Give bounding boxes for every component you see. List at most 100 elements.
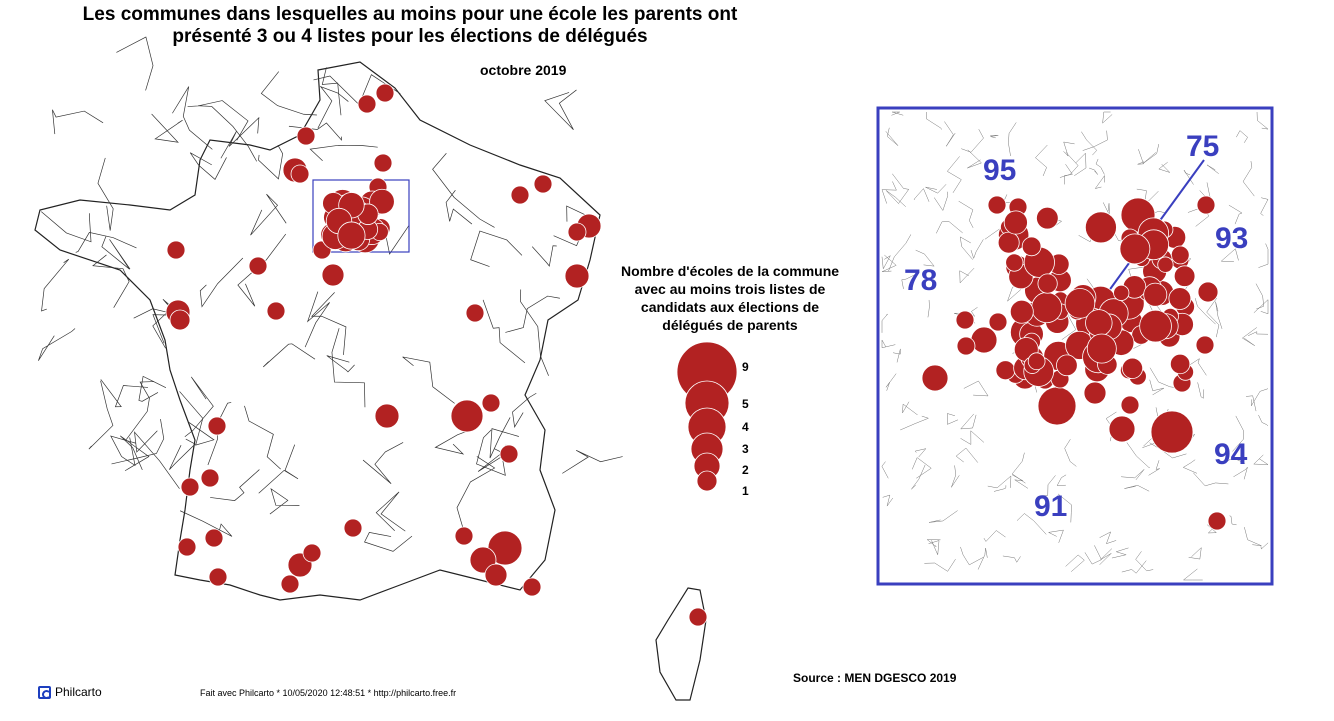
commune-bubble [374,403,400,429]
legend-value-5: 5 [742,397,749,411]
commune-bubble [1027,352,1046,371]
commune-bubble [1037,386,1077,426]
commune-bubble [567,222,587,242]
commune-bubble [169,309,191,331]
commune-bubble [921,364,949,392]
legend-title: Nombre d'écoles de la commune avec au mo… [600,262,860,334]
footer-credit: Fait avec Philcarto * 10/05/2020 12:48:5… [200,688,457,698]
inset-label-95: 95 [983,154,1016,187]
commune-bubble [204,528,224,548]
france-outline [34,61,601,601]
commune-bubble [357,94,377,114]
commune-bubble [1056,354,1078,377]
commune-bubble [997,231,1020,254]
commune-bubble [1036,206,1059,230]
commune-bubble [166,240,186,260]
commune-bubble [1197,281,1219,303]
commune-bubble [343,518,363,538]
corsica-outline [655,587,707,701]
commune-bubble [1119,233,1151,265]
brand-name: Philcarto [55,685,102,699]
legend-circle [696,470,718,492]
commune-bubble [995,360,1016,381]
commune-bubble [1207,511,1227,531]
legend-value-1: 1 [742,484,749,498]
inset-label-78: 78 [904,264,937,297]
commune-bubble [499,444,519,464]
legend-title-line: Nombre d'écoles de la commune [620,263,840,279]
legend-title-line: avec au moins trois listes de [634,281,826,297]
commune-bubble [1150,410,1194,454]
commune-bubble [208,567,228,587]
legend-title-line: délégués de parents [662,317,798,333]
commune-bubble [1170,245,1190,265]
commune-bubble [296,126,316,146]
commune-bubble [510,185,530,205]
commune-bubble [1005,253,1024,272]
commune-bubbles-inset [921,195,1227,531]
commune-bubble [1120,395,1140,415]
commune-bubble [373,153,393,173]
commune-bubble [1157,256,1174,273]
commune-bubble [200,468,220,488]
commune-bubble [337,221,366,250]
commune-bubble [1086,333,1117,364]
legend-value-2: 2 [742,463,749,477]
legend-circles [676,341,738,492]
commune-bubble [1113,284,1130,301]
source-note: Source : MEN DGESCO 2019 [793,671,957,685]
legend-value-3: 3 [742,442,749,456]
commune-bubble [375,83,395,103]
commune-bubble [465,303,485,323]
commune-bubble [1173,265,1196,287]
commune-bubble [956,336,976,356]
commune-bubble [522,577,542,597]
commune-bubble [1085,309,1113,337]
commune-bubble [955,310,975,330]
commune-bubble [988,312,1008,332]
commune-bubble [481,393,501,413]
commune-bubble [207,416,227,436]
commune-bubble [290,164,310,184]
commune-bubble [1037,273,1058,294]
commune-bubble [970,326,998,354]
commune-bubble [1084,211,1117,244]
legend-value-4: 4 [742,420,749,434]
commune-bubble [180,477,200,497]
commune-bubble [484,563,508,587]
map-date: octobre 2019 [480,62,567,78]
commune-bubble [280,574,300,594]
commune-bubble [1064,288,1096,319]
inset-label-75: 75 [1186,130,1219,163]
commune-bubble [321,263,345,287]
commune-bubble [1169,353,1191,375]
commune-bubble [1083,381,1107,405]
inset-label-94: 94 [1214,438,1248,471]
commune-bubble [177,537,197,557]
commune-bubble [302,543,322,563]
map-title: Les communes dans lesquelles au moins po… [30,4,790,48]
commune-bubble [1168,287,1192,310]
commune-bubble [450,399,484,433]
commune-bubble [1196,195,1216,215]
philcarto-logo-icon [38,685,51,699]
commune-bubble [454,526,474,546]
inset-label-91: 91 [1034,490,1067,523]
commune-bubble [688,607,708,627]
commune-bubble [564,263,590,289]
legend-title-line: candidats aux élections de [640,299,820,315]
commune-bubble [1031,292,1063,324]
commune-bubble [1009,299,1034,324]
title-line-2: présenté 3 ou 4 listes pour les élection… [172,26,648,47]
brand: Philcarto [38,685,102,699]
commune-bubble [1121,357,1144,379]
commune-bubble [266,301,286,321]
commune-bubble [1143,282,1168,307]
commune-bubble [533,174,553,194]
commune-bubble [1003,210,1028,235]
commune-bubbles-main [165,83,708,627]
commune-bubble [1021,236,1042,257]
commune-bubble [1139,309,1172,343]
departement-boundaries [38,36,623,552]
